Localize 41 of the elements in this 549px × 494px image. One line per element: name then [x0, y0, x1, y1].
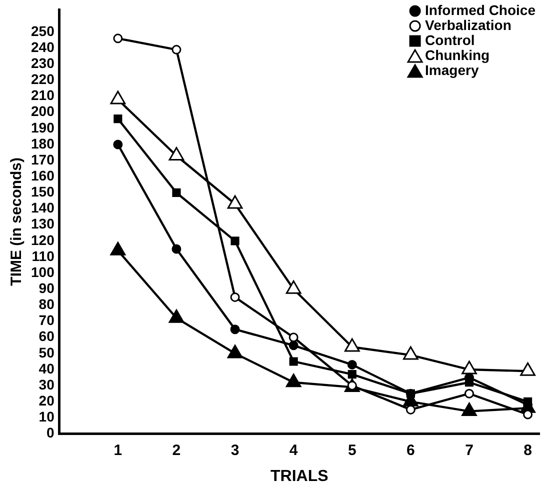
y-axis-title: TIME (in seconds) — [8, 157, 26, 286]
legend-label: Verbalization — [425, 16, 512, 33]
y-tick-label: 30 — [38, 376, 55, 392]
y-tick-label: 20 — [38, 392, 55, 409]
y-tick-label: 50 — [38, 344, 55, 360]
y-tick-label: 80 — [38, 296, 55, 312]
y-tick-label: 140 — [31, 200, 55, 216]
x-tick-label: 1 — [114, 442, 122, 459]
legend-label: Imagery — [425, 62, 479, 78]
y-tick-label: 170 — [31, 151, 55, 168]
x-tick-label: 2 — [172, 442, 181, 459]
x-tick-label: 6 — [406, 442, 415, 459]
y-tick-label: 10 — [38, 408, 55, 425]
y-tick-label: 0 — [46, 424, 55, 441]
legend-label: Chunking — [425, 46, 490, 63]
y-tick-label: 90 — [38, 280, 55, 296]
y-tick-label: 100 — [31, 264, 55, 280]
y-tick-label: 130 — [31, 216, 55, 232]
x-axis-title: TRIALS — [270, 468, 329, 485]
x-tick-label: 4 — [289, 442, 298, 459]
x-tick-label: 5 — [348, 442, 356, 459]
legend-label: Informed Choice — [425, 2, 536, 18]
x-tick-label: 8 — [524, 442, 532, 459]
y-tick-label: 250 — [31, 22, 55, 39]
y-tick-label: 200 — [31, 103, 55, 120]
y-tick-label: 70 — [38, 312, 55, 328]
x-tick-label: 7 — [465, 442, 474, 459]
y-tick-label: 150 — [31, 184, 55, 200]
legend-label: Control — [425, 32, 475, 48]
y-tick-label: 40 — [38, 360, 55, 376]
y-tick-label: 220 — [31, 71, 55, 88]
y-tick-label: 210 — [31, 87, 55, 104]
y-tick-label: 60 — [38, 328, 55, 344]
y-tick-label: 120 — [31, 232, 55, 248]
y-tick-label: 230 — [31, 55, 55, 72]
y-tick-label: 180 — [31, 135, 55, 152]
y-tick-label: 160 — [31, 168, 55, 184]
x-tick-label: 3 — [230, 442, 240, 459]
y-tick-label: 110 — [32, 248, 55, 264]
y-tick-label: 190 — [31, 119, 55, 136]
y-tick-label: 240 — [31, 38, 55, 55]
